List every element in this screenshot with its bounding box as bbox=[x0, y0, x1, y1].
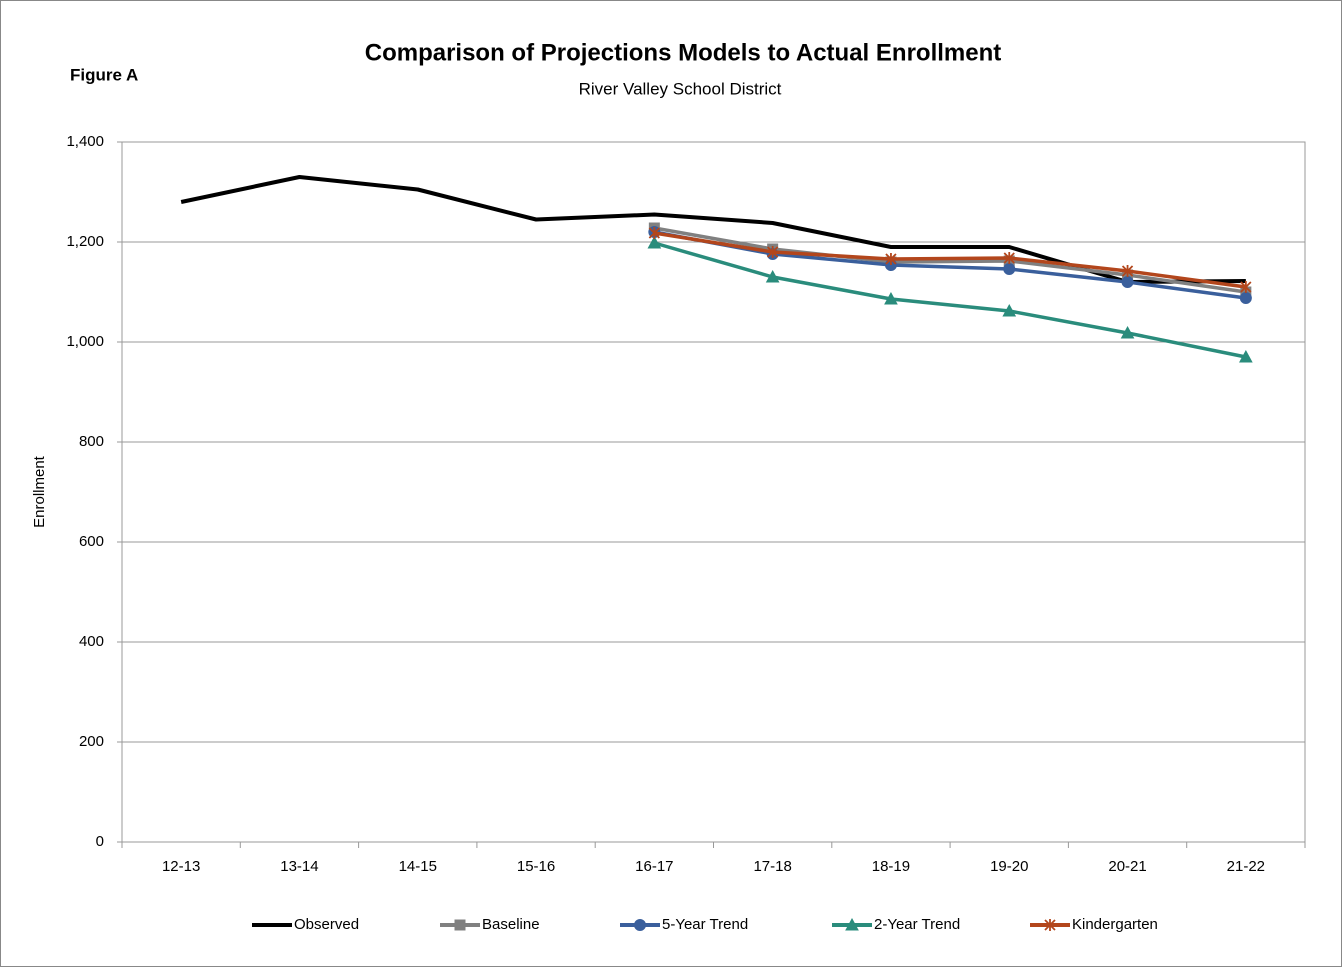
y-tick-label: 400 bbox=[79, 633, 104, 650]
legend-label: Baseline bbox=[482, 916, 540, 933]
chart-subtitle: River Valley School District bbox=[579, 79, 782, 98]
marker bbox=[1121, 265, 1134, 277]
legend-marker bbox=[454, 919, 466, 931]
x-tick-label: 16-17 bbox=[635, 858, 673, 875]
marker bbox=[1121, 276, 1134, 288]
x-tick-label: 21-22 bbox=[1227, 858, 1265, 875]
legend-marker bbox=[845, 917, 859, 931]
chart-title: Comparison of Projections Models to Actu… bbox=[365, 39, 1002, 66]
marker bbox=[1239, 292, 1252, 304]
legend-label: Kindergarten bbox=[1072, 916, 1158, 933]
legend-label: 5-Year Trend bbox=[662, 916, 748, 933]
marker bbox=[1003, 252, 1015, 264]
series-line bbox=[654, 231, 1247, 289]
marker bbox=[1002, 303, 1017, 317]
marker bbox=[1240, 281, 1252, 293]
y-tick-label: 200 bbox=[79, 733, 104, 750]
marker bbox=[765, 269, 780, 283]
x-tick-label: 15-16 bbox=[517, 858, 555, 875]
x-tick-label: 19-20 bbox=[990, 858, 1028, 875]
y-tick-label: 0 bbox=[96, 833, 104, 850]
series-line bbox=[654, 226, 1247, 294]
legend-label: Observed bbox=[294, 916, 359, 933]
y-tick-label: 1,000 bbox=[66, 333, 104, 350]
x-tick-label: 20-21 bbox=[1108, 858, 1146, 875]
x-tick-label: 12-13 bbox=[162, 858, 200, 875]
figure-label: Figure A bbox=[70, 65, 138, 84]
marker bbox=[1003, 263, 1016, 275]
legend-marker bbox=[634, 919, 646, 931]
marker bbox=[1120, 325, 1135, 339]
legend-marker bbox=[1044, 919, 1056, 931]
x-tick-label: 18-19 bbox=[872, 858, 910, 875]
y-tick-label: 800 bbox=[79, 433, 104, 450]
marker bbox=[648, 227, 660, 239]
x-tick-label: 13-14 bbox=[280, 858, 318, 875]
marker bbox=[767, 246, 779, 258]
x-tick-label: 17-18 bbox=[753, 858, 791, 875]
series-line bbox=[653, 241, 1247, 359]
marker bbox=[647, 235, 662, 249]
y-axis-label: Enrollment bbox=[31, 455, 48, 528]
y-tick-label: 600 bbox=[79, 533, 104, 550]
x-tick-label: 14-15 bbox=[399, 858, 437, 875]
legend-label: 2-Year Trend bbox=[874, 916, 960, 933]
y-tick-label: 1,200 bbox=[66, 233, 104, 250]
marker bbox=[885, 253, 897, 265]
marker bbox=[1239, 349, 1253, 363]
y-tick-label: 1,400 bbox=[66, 133, 104, 150]
marker bbox=[884, 291, 898, 305]
